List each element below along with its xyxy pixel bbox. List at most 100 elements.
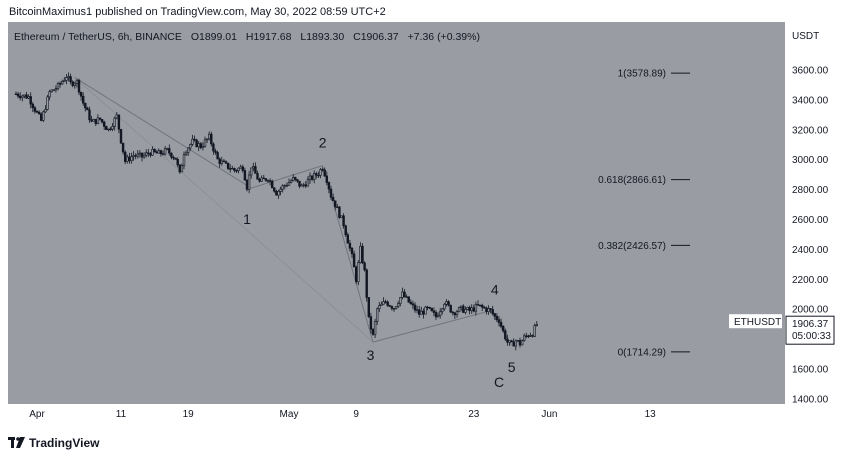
candle	[510, 339, 513, 343]
candle	[434, 310, 438, 320]
candle	[432, 307, 436, 317]
candle	[277, 189, 280, 199]
tradingview-logo-icon	[8, 437, 25, 448]
candle	[245, 178, 249, 192]
candle	[504, 328, 507, 341]
candle	[428, 306, 431, 310]
close-label: C	[353, 31, 361, 43]
y-tick-label: 1400.00	[792, 394, 829, 405]
wave-label: 3	[367, 347, 375, 363]
fib-level: 0(1714.29)	[618, 347, 690, 358]
candle	[529, 332, 532, 338]
y-tick-label: 2200.00	[792, 275, 829, 286]
candle	[291, 174, 295, 182]
candle	[285, 182, 289, 188]
candle	[294, 176, 297, 182]
candle	[333, 200, 337, 211]
candle	[105, 125, 108, 130]
candle	[378, 301, 381, 313]
price-axis[interactable]: 3600.00 3400.00 3200.00 3000.00 2800.00 2600.…	[792, 66, 829, 406]
candle	[317, 171, 320, 178]
candle	[527, 334, 530, 339]
candle	[436, 312, 440, 318]
time-axis[interactable]: Apr 11 19 May 9 23 Jun 13	[29, 409, 656, 420]
fib-retracement: 1(3578.89) 0.618(2866.61) 0.382(2426.57) 0(…	[598, 69, 690, 358]
candle	[256, 170, 259, 180]
candle	[279, 186, 282, 196]
candle	[119, 128, 123, 144]
wave-labels: 1 2 3 4 5C	[243, 135, 516, 390]
candle	[151, 146, 154, 156]
candle	[168, 144, 171, 156]
candle	[147, 148, 150, 157]
candle	[331, 193, 335, 202]
candle	[325, 171, 328, 186]
candle	[281, 184, 284, 193]
candle	[518, 337, 522, 348]
candle	[54, 85, 58, 93]
fib-level-label: 1(3578.89)	[618, 69, 666, 80]
candle	[501, 325, 505, 333]
candle	[403, 289, 406, 298]
candle	[33, 105, 37, 114]
candle	[29, 92, 32, 109]
candle	[449, 304, 452, 313]
candle	[499, 318, 503, 329]
candle	[250, 167, 253, 179]
candle	[65, 74, 68, 85]
candle	[329, 185, 333, 201]
candle	[407, 296, 410, 303]
candle	[283, 184, 286, 190]
x-tick-label: 13	[645, 409, 657, 420]
candle	[37, 110, 41, 115]
fib-level-label: 0(1714.29)	[618, 347, 666, 358]
candle	[176, 157, 179, 168]
candle	[491, 305, 494, 316]
candle	[445, 299, 448, 307]
candle	[443, 302, 446, 311]
candle	[214, 148, 217, 155]
candle	[163, 146, 167, 156]
candle	[363, 261, 366, 272]
candle	[474, 301, 478, 316]
candle	[31, 102, 34, 112]
y-tick-label: 3200.00	[792, 125, 829, 136]
candle	[50, 89, 53, 93]
candle	[396, 301, 400, 308]
plot-area[interactable]	[8, 22, 785, 404]
x-tick-label: 9	[353, 409, 359, 420]
candle	[46, 94, 49, 111]
wave-label: 4	[491, 281, 499, 297]
x-tick-label: May	[280, 409, 299, 420]
svg-text:Ethereum / TetherUS, 6h, BINAN: Ethereum / TetherUS, 6h, BINANCE O1899.0…	[14, 31, 480, 43]
price-chart[interactable]: 1(3578.89) 0.618(2866.61) 0.382(2426.57) 0(…	[0, 22, 850, 430]
low-label: L	[300, 31, 306, 43]
candle	[199, 142, 202, 150]
wave-label: 2	[319, 135, 327, 151]
candle	[535, 321, 539, 327]
candle	[453, 311, 457, 320]
candlesticks	[14, 72, 539, 351]
candle	[273, 187, 276, 193]
candle	[48, 89, 51, 101]
candle	[195, 138, 198, 148]
candle	[466, 306, 469, 311]
last-price-countdown: 05:00:33	[792, 331, 831, 342]
candle	[44, 105, 47, 113]
candle	[399, 297, 402, 307]
candle	[210, 131, 213, 147]
candle	[369, 312, 373, 334]
candle	[390, 305, 394, 311]
candle	[237, 167, 240, 174]
candle	[422, 308, 425, 319]
publish-info: BitcoinMaximus1 published on TradingView…	[9, 6, 386, 18]
candle	[130, 152, 133, 164]
candle	[451, 310, 454, 316]
candle	[487, 305, 490, 315]
candle	[172, 155, 175, 161]
candle	[516, 339, 520, 343]
candle	[182, 151, 186, 170]
candle	[302, 182, 305, 188]
candle	[319, 168, 322, 179]
y-tick-label: 3400.00	[792, 95, 829, 106]
